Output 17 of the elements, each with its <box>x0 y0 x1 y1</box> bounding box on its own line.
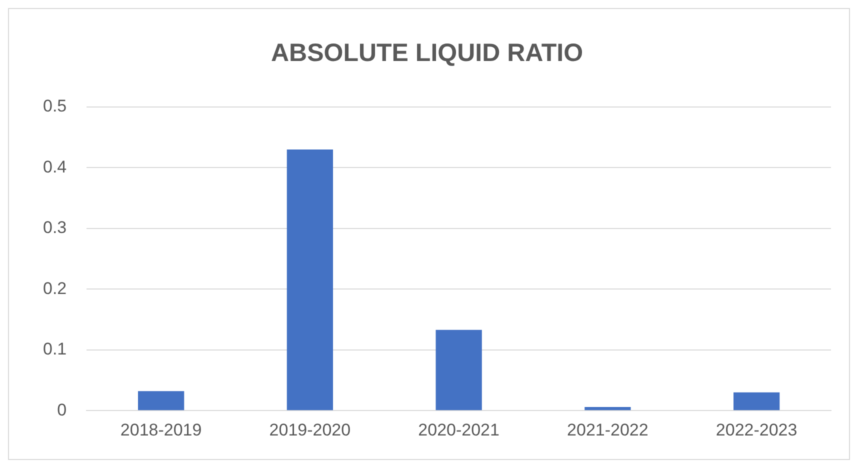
y-tick-label: 0.1 <box>42 340 67 359</box>
bar <box>138 391 184 410</box>
y-tick-label: 0.5 <box>42 96 67 116</box>
y-tick-label: 0.4 <box>42 157 67 176</box>
chart-title: ABSOLUTE LIQUID RATIO <box>270 38 584 67</box>
bar <box>733 392 780 410</box>
y-tick-label: 0.3 <box>42 218 67 238</box>
y-tick-label: 0 <box>57 400 67 420</box>
x-tick-label: 2022-2023 <box>716 420 798 440</box>
bar <box>436 330 482 410</box>
y-tick-label: 0.2 <box>42 278 67 298</box>
x-tick-label: 2019-2020 <box>269 420 351 440</box>
x-tick-label: 2021-2022 <box>567 420 648 440</box>
bar <box>584 406 631 410</box>
bar <box>286 150 334 410</box>
x-tick-label: 2018-2019 <box>120 420 202 440</box>
x-tick-label: 2020-2021 <box>418 420 500 440</box>
